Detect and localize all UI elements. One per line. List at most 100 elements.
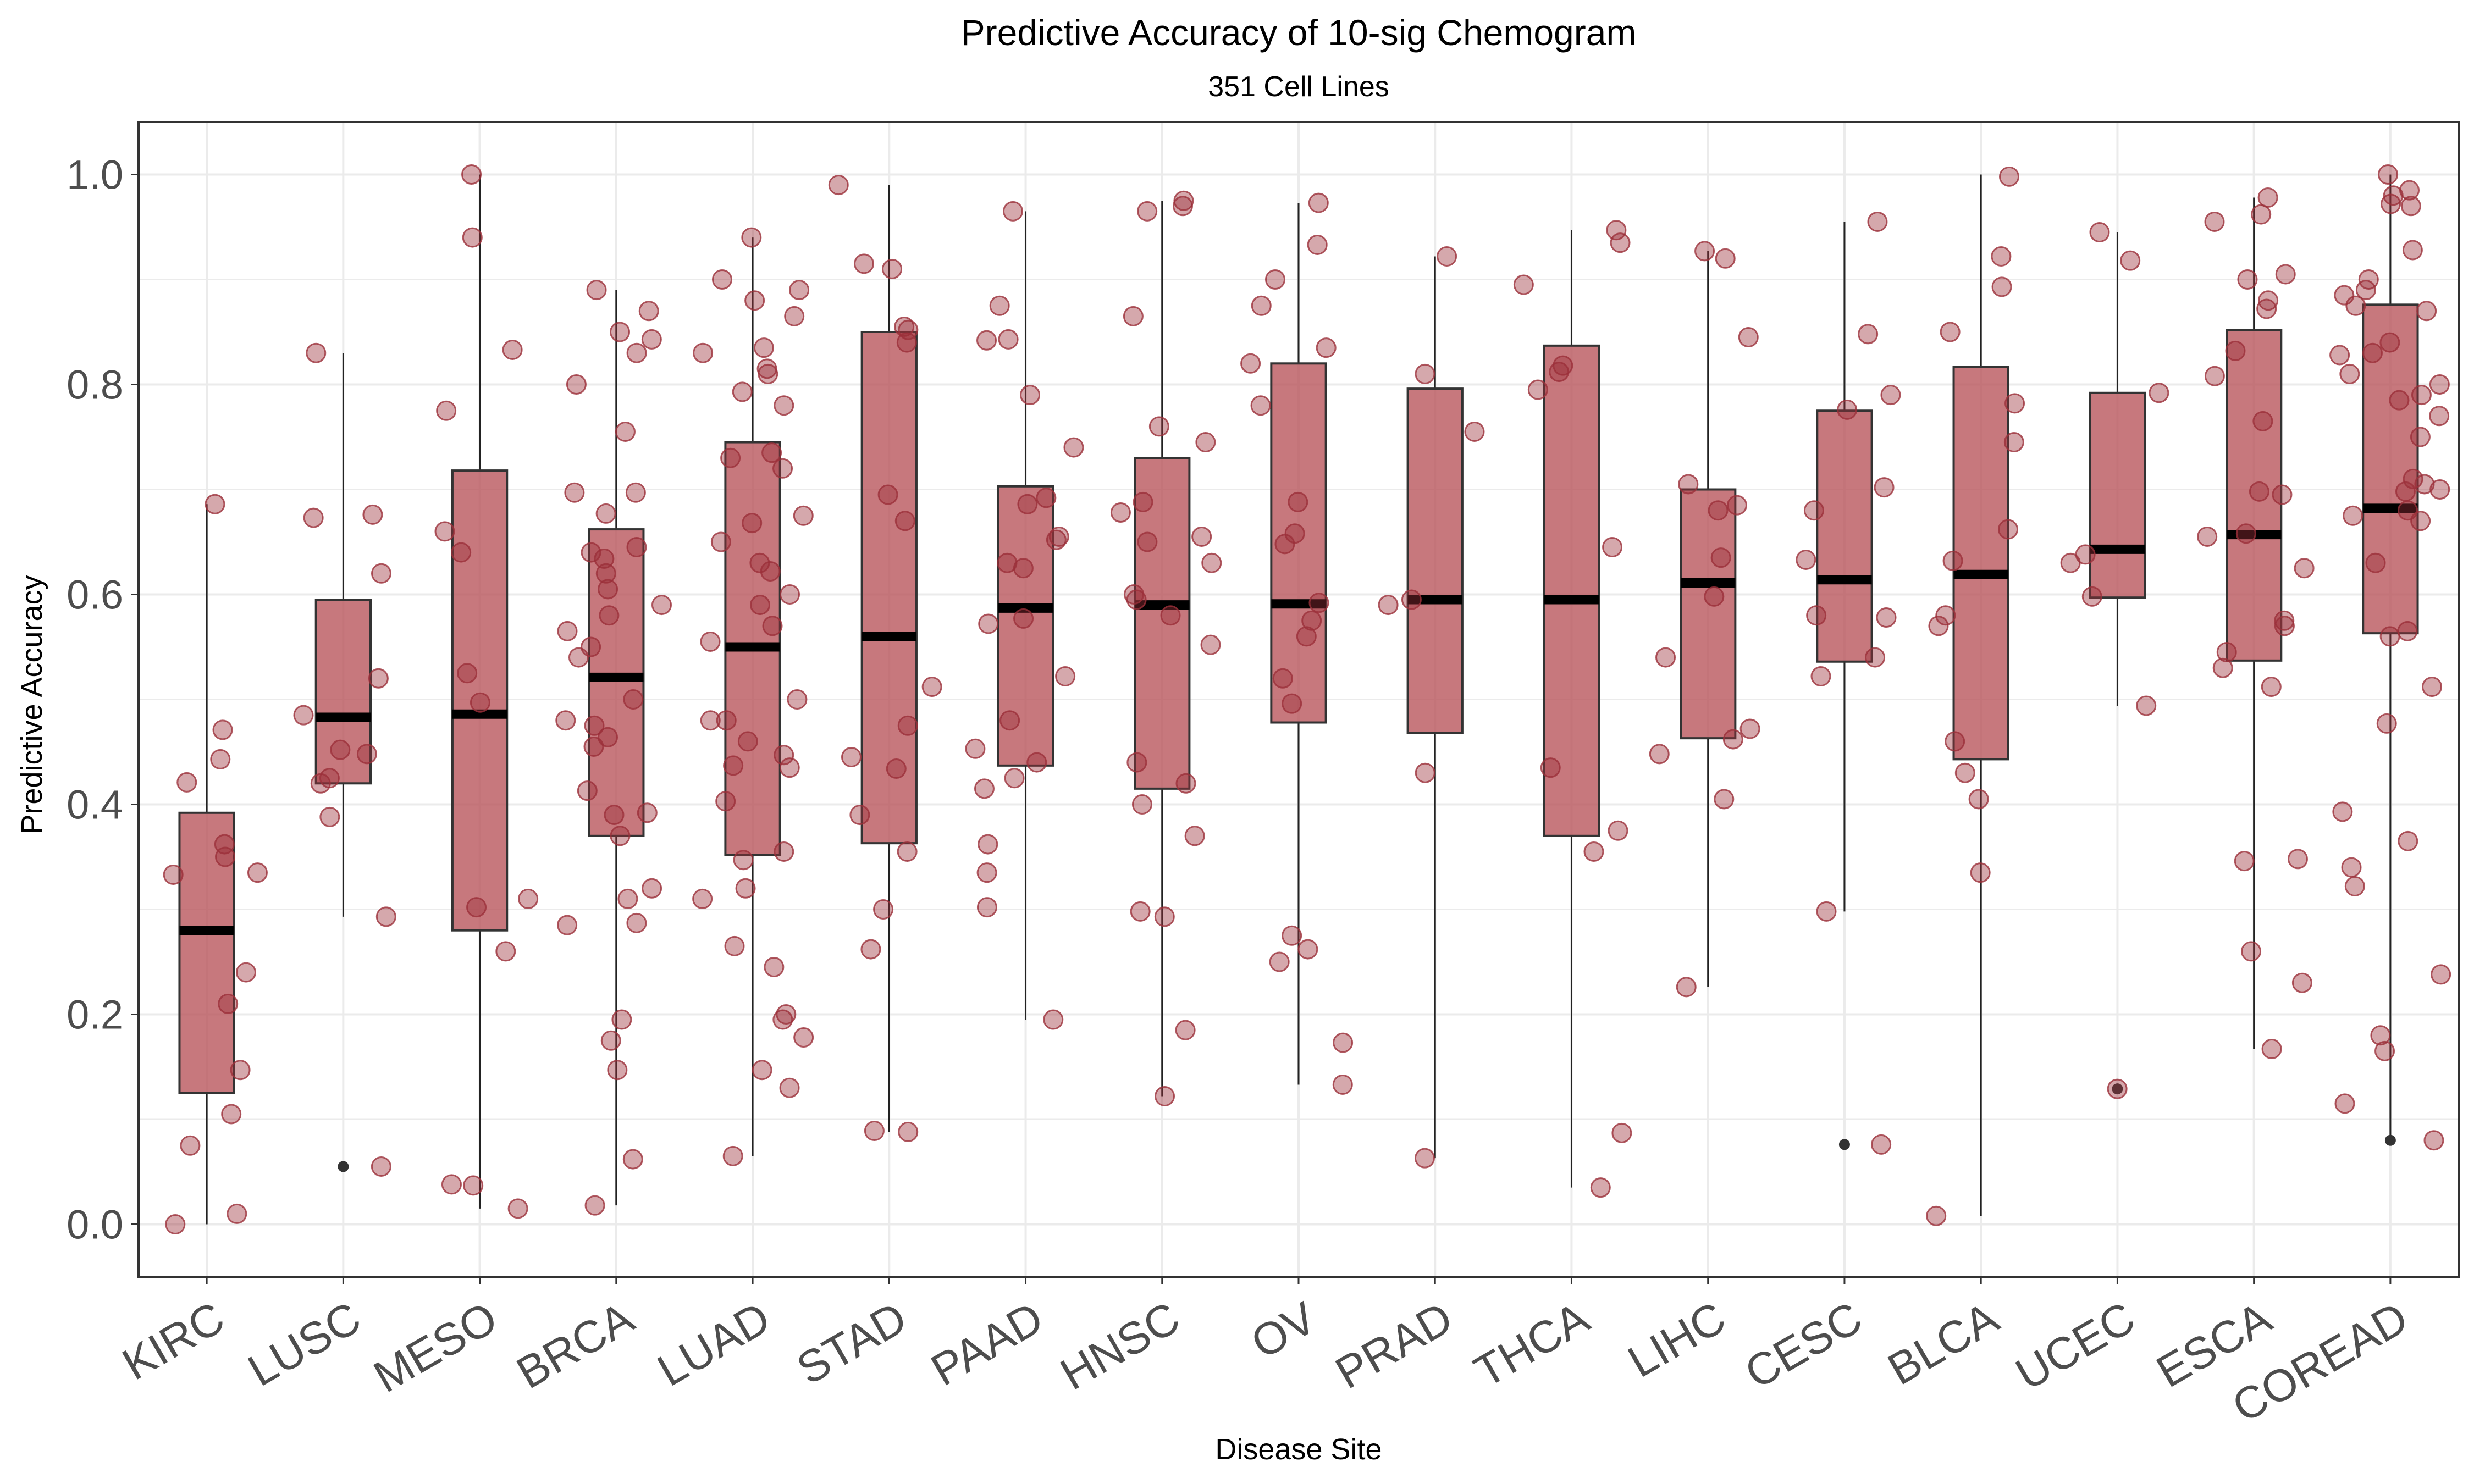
data-point: [2204, 211, 2225, 232]
data-point: [2339, 363, 2360, 384]
data-point: [1611, 1122, 1632, 1143]
data-point: [2379, 332, 2400, 353]
data-point: [1608, 820, 1628, 841]
data-point: [693, 342, 714, 363]
data-point: [1998, 519, 2019, 540]
data-point: [1269, 951, 1290, 972]
data-point: [595, 563, 616, 584]
data-point: [2429, 406, 2450, 427]
data-point: [1160, 605, 1181, 626]
data-point: [1274, 534, 1295, 555]
data-point: [368, 668, 389, 689]
box-body: [1406, 387, 1464, 734]
data-point: [2120, 250, 2141, 271]
data-point: [978, 613, 999, 634]
data-point: [1137, 201, 1158, 222]
outlier-point: [2384, 1134, 2396, 1146]
box-thca: [1543, 230, 1600, 1188]
data-point: [1590, 1177, 1611, 1198]
data-point: [749, 552, 770, 573]
data-point: [1130, 901, 1151, 922]
data-point: [1063, 437, 1084, 458]
data-point: [1991, 276, 2012, 297]
x-tick-label: CESC: [1737, 1293, 1870, 1399]
data-point: [1126, 752, 1147, 773]
data-point: [886, 758, 907, 779]
data-point: [989, 295, 1010, 316]
data-point: [974, 778, 995, 799]
data-point: [1013, 558, 1034, 579]
data-point: [741, 227, 762, 248]
data-point: [362, 504, 383, 525]
data-point: [2329, 345, 2350, 366]
data-point: [2411, 385, 2432, 406]
box-body: [178, 811, 235, 1094]
data-point: [1003, 201, 1024, 222]
data-point: [617, 888, 638, 909]
data-point: [2376, 713, 2397, 734]
data-point: [604, 805, 625, 826]
data-point: [1282, 925, 1302, 946]
data-point: [750, 595, 771, 616]
data-point: [1928, 616, 1949, 636]
data-point: [1655, 647, 1676, 668]
data-point: [2251, 204, 2272, 225]
data-point: [230, 1060, 251, 1081]
data-point: [897, 715, 918, 736]
data-point: [1110, 502, 1131, 523]
box-body: [314, 599, 372, 785]
data-point: [221, 1104, 242, 1125]
data-point: [1282, 693, 1302, 714]
data-point: [1858, 324, 1879, 345]
data-point: [626, 912, 647, 933]
data-point: [583, 736, 604, 757]
boxes: [178, 174, 2419, 1225]
data-point: [1998, 166, 2019, 187]
y-tick-label: 0.4: [67, 782, 123, 828]
data-point: [894, 511, 915, 531]
data-point: [1942, 550, 1963, 571]
data-point: [2204, 366, 2225, 386]
data-point: [470, 692, 490, 713]
data-point: [2398, 830, 2418, 851]
data-point: [1155, 1086, 1175, 1106]
data-point: [518, 888, 539, 909]
data-point: [921, 677, 942, 697]
data-point: [564, 482, 585, 503]
data-point: [461, 164, 482, 185]
data-point: [205, 494, 225, 514]
data-point: [375, 906, 396, 927]
data-point: [1970, 862, 1991, 883]
box-body: [1134, 457, 1191, 790]
y-tick-label: 1.0: [67, 152, 123, 198]
y-tick-label: 0.8: [67, 362, 123, 408]
data-point: [854, 253, 875, 274]
x-tick-label: PRAD: [1327, 1293, 1461, 1399]
data-point: [1610, 232, 1631, 253]
data-point: [1738, 327, 1759, 348]
data-point: [1968, 789, 1989, 810]
data-point: [637, 802, 658, 823]
data-point: [2410, 427, 2431, 447]
data-point: [180, 1135, 201, 1156]
data-point: [609, 322, 630, 342]
data-point: [2381, 193, 2401, 214]
data-point: [1175, 1020, 1196, 1040]
jitter-points: [163, 164, 2451, 1234]
data-point: [2344, 876, 2365, 896]
x-axis-title: Disease Site: [1215, 1433, 1382, 1466]
data-point: [626, 342, 647, 363]
data-point: [1880, 385, 1901, 406]
box-body: [1270, 362, 1327, 724]
data-point: [1549, 362, 1570, 383]
data-point: [2241, 941, 2262, 962]
data-point: [586, 280, 607, 301]
data-point: [700, 710, 721, 731]
data-point: [1017, 494, 1038, 514]
data-point: [2252, 411, 2273, 431]
data-point: [2294, 558, 2315, 579]
box-meso: [451, 174, 509, 1209]
data-point: [1240, 353, 1261, 374]
data-point: [1837, 399, 1858, 420]
